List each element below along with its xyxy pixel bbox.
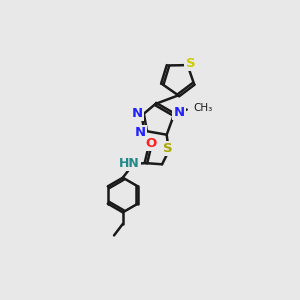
Text: O: O [145,137,156,150]
Text: S: S [185,57,195,70]
Text: HN: HN [119,157,140,170]
Text: CH₃: CH₃ [194,103,213,113]
Text: N: N [173,106,184,119]
Text: S: S [163,142,173,154]
Text: N: N [135,126,146,139]
Text: N: N [132,107,143,120]
